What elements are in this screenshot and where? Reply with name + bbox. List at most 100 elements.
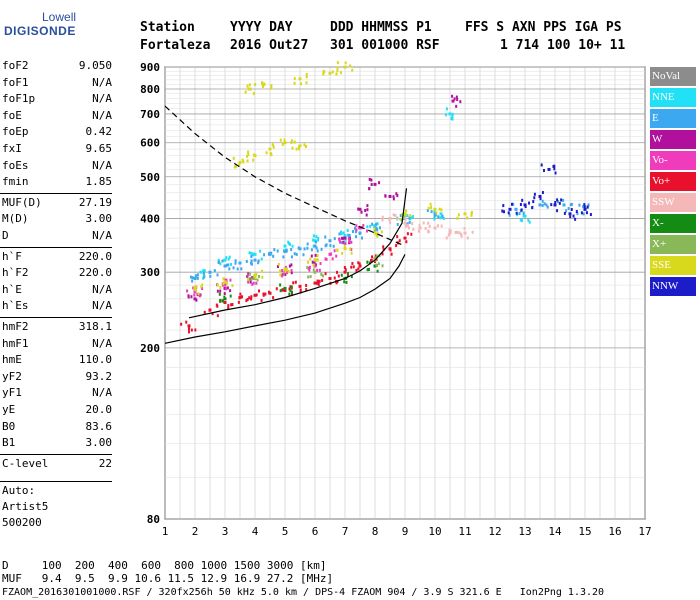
x-tick-label: 10 bbox=[428, 525, 441, 538]
legend-item: X- bbox=[650, 214, 696, 233]
scatter-dot bbox=[339, 240, 342, 244]
scatter-dot bbox=[539, 197, 542, 201]
scatter-dot bbox=[422, 221, 425, 225]
scatter-dot bbox=[375, 257, 378, 261]
scatter-dot bbox=[341, 251, 344, 255]
separator bbox=[0, 192, 112, 194]
scatter-dot bbox=[229, 294, 232, 298]
scatter-dot bbox=[408, 217, 411, 221]
scatter-dot bbox=[227, 257, 230, 261]
scatter-dot bbox=[567, 207, 570, 211]
scatter-dot bbox=[329, 244, 332, 248]
scatter-dot bbox=[279, 269, 282, 273]
param-row: foF2 9.050 bbox=[2, 59, 112, 75]
scatter-dot bbox=[350, 265, 353, 269]
scatter-dot bbox=[222, 282, 225, 286]
scatter-dot bbox=[373, 227, 376, 231]
data-point bbox=[343, 276, 347, 280]
param-row: h`F2 220.0 bbox=[2, 266, 112, 282]
scatter-dot bbox=[314, 240, 317, 244]
header-station-value: Fortaleza bbox=[140, 38, 211, 53]
scatter-dot bbox=[375, 227, 378, 231]
scatter-dot bbox=[306, 242, 309, 246]
scatter-dot bbox=[348, 239, 351, 243]
scatter-dot bbox=[246, 297, 249, 301]
scatter-dot bbox=[460, 234, 463, 238]
data-point bbox=[433, 226, 437, 230]
plot-frame bbox=[164, 66, 646, 520]
scatter-dot bbox=[229, 278, 232, 282]
scatter-dot bbox=[247, 277, 250, 281]
param-value: N/A bbox=[92, 299, 112, 313]
scatter-dot bbox=[242, 160, 245, 164]
scatter-dot bbox=[553, 167, 556, 171]
scatter-dot bbox=[368, 187, 371, 191]
data-point bbox=[583, 207, 587, 211]
data-point bbox=[553, 203, 557, 207]
scatter-dot bbox=[333, 276, 336, 280]
scatter-dot bbox=[445, 236, 448, 240]
scatter-dot bbox=[349, 247, 352, 251]
scatter-dot bbox=[355, 224, 358, 228]
scatter-dot bbox=[246, 274, 249, 278]
scatter-dot bbox=[399, 214, 402, 218]
data-point bbox=[223, 264, 227, 268]
scatter-dot bbox=[447, 233, 450, 237]
scatter-dot bbox=[441, 214, 444, 218]
scatter-dot bbox=[381, 264, 384, 268]
param-row: C-level 22 bbox=[2, 457, 112, 473]
scatter-dot bbox=[219, 262, 222, 266]
scatter-dot bbox=[270, 251, 273, 255]
scatter-dot bbox=[252, 253, 255, 257]
scatter-dot bbox=[295, 147, 298, 151]
scatter-dot bbox=[368, 261, 371, 265]
data-point bbox=[328, 252, 332, 256]
scatter-dot bbox=[319, 261, 322, 265]
scatter-dot bbox=[375, 226, 378, 230]
scatter-dot bbox=[290, 271, 293, 275]
scatter-dot bbox=[315, 263, 318, 267]
scatter-dot bbox=[222, 299, 225, 303]
scatter-dot bbox=[427, 206, 430, 210]
scatter-dot bbox=[317, 280, 320, 284]
scatter-dot bbox=[543, 202, 546, 206]
scatter-dot bbox=[532, 200, 535, 204]
scatter-dot bbox=[470, 210, 473, 214]
data-point bbox=[253, 276, 257, 280]
scatter-dot bbox=[195, 285, 198, 289]
scatter-dot bbox=[409, 214, 412, 218]
data-point bbox=[253, 273, 257, 277]
param-row: foEp 0.42 bbox=[2, 125, 112, 141]
series-x- bbox=[218, 260, 379, 303]
scatter-dot bbox=[553, 164, 556, 168]
scatter-dot bbox=[290, 285, 293, 289]
scatter-dot bbox=[316, 258, 319, 262]
distance-row: D 100 200 400 600 800 1000 1500 3000 [km… bbox=[2, 559, 327, 572]
data-point bbox=[283, 250, 287, 254]
scatter-dot bbox=[502, 204, 505, 208]
scatter-dot bbox=[287, 240, 290, 244]
scatter-dot bbox=[227, 263, 230, 267]
scatter-dot bbox=[558, 201, 561, 205]
scatter-dot bbox=[250, 261, 253, 265]
scatter-dot bbox=[336, 279, 339, 283]
param-value: 83.6 bbox=[85, 419, 113, 433]
header-station-label: Station bbox=[140, 20, 195, 35]
scatter-dot bbox=[268, 251, 271, 255]
legend-item: E bbox=[650, 109, 696, 128]
scatter-dot bbox=[427, 229, 430, 233]
scatter-dot bbox=[569, 203, 572, 207]
scatter-dot bbox=[528, 220, 531, 224]
scatter-dot bbox=[321, 274, 324, 278]
scatter-dot bbox=[203, 310, 206, 314]
data-point bbox=[223, 258, 227, 262]
series-e bbox=[189, 198, 590, 283]
scatter-dot bbox=[451, 112, 454, 116]
scatter-dot bbox=[289, 285, 292, 289]
scatter-dot bbox=[330, 252, 333, 256]
separator bbox=[0, 481, 112, 482]
scatter-dot bbox=[429, 202, 432, 206]
scatter-dot bbox=[541, 191, 544, 195]
y-tick-label: 500 bbox=[140, 171, 160, 184]
scatter-dot bbox=[294, 280, 297, 284]
